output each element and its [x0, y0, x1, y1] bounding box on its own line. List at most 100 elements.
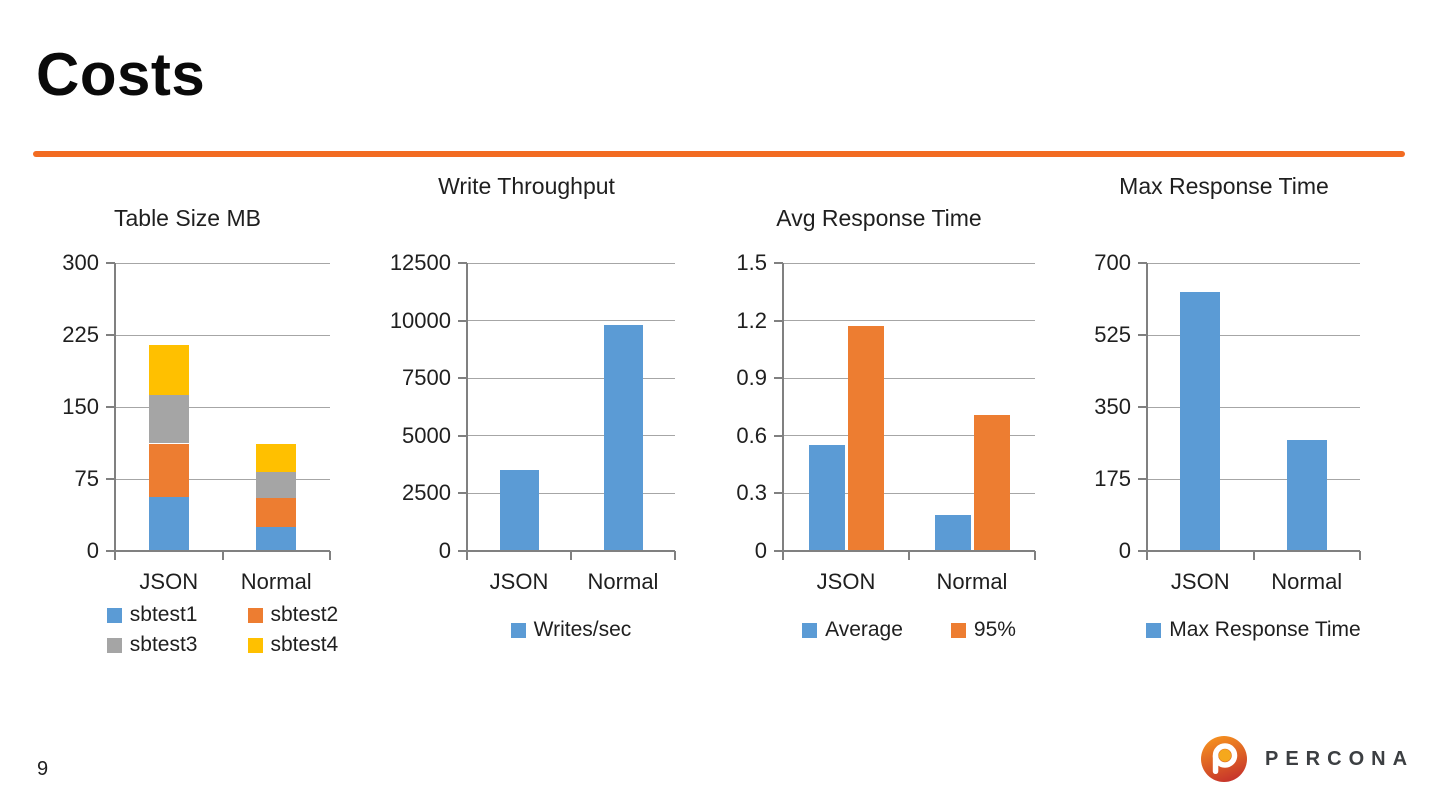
y-tick	[458, 434, 467, 437]
legend: Writes/sec	[467, 618, 675, 642]
gridline	[115, 262, 330, 264]
plot-area	[1138, 262, 1361, 560]
plot-area	[774, 262, 1036, 560]
y-tick	[458, 262, 467, 264]
legend-label: sbtest3	[129, 633, 198, 656]
x-axis-labels: JSON Normal	[467, 569, 675, 595]
y-tick-label: 0.9	[736, 365, 767, 391]
y-axis-line	[782, 263, 784, 552]
x-category-label: Normal	[1271, 569, 1343, 594]
x-tick	[1146, 551, 1148, 560]
chart-title: Table Size MB	[113, 205, 261, 231]
x-axis-labels: JSON Normal	[783, 569, 1035, 595]
legend-label: Max Response Time	[1169, 618, 1361, 641]
y-tick	[1138, 262, 1147, 264]
x-axis-line	[1146, 550, 1360, 552]
y-tick-label: 75	[74, 466, 99, 491]
gridline	[783, 492, 1035, 494]
legend-swatch	[247, 637, 263, 653]
y-tick-label: 0.3	[736, 480, 767, 506]
y-tick-label: 0	[754, 538, 767, 563]
bar-Max Response Time	[1286, 439, 1327, 551]
y-axis-line	[466, 263, 468, 552]
legend: Average 95%	[783, 618, 1035, 642]
legend-label: sbtest4	[270, 633, 339, 656]
x-tick	[674, 551, 676, 560]
y-tick-label: 700	[1094, 250, 1131, 275]
percona-logo-text: PERCONA	[1265, 747, 1415, 770]
bar-segment-sbtest4	[256, 444, 297, 473]
plot-area	[458, 262, 676, 560]
legend-item: Writes/sec	[510, 618, 631, 642]
bar-segment-sbtest4	[148, 344, 189, 395]
x-tick	[1359, 551, 1361, 560]
y-tick-label: 0.6	[736, 422, 767, 448]
bar-Writes/sec	[499, 470, 539, 551]
y-tick-label: 175	[1094, 466, 1131, 491]
gridline	[783, 377, 1035, 379]
bar-95%	[847, 326, 884, 551]
x-category-label: Normal	[587, 569, 659, 594]
x-axis-line	[114, 550, 330, 552]
y-tick	[774, 319, 783, 322]
percona-logo-icon	[1201, 736, 1247, 782]
y-tick-label: 300	[62, 250, 99, 275]
gridline	[467, 377, 675, 379]
y-tick	[1138, 334, 1147, 336]
y-tick-label: 0	[1118, 538, 1131, 563]
y-tick	[106, 478, 115, 480]
bar-segment-sbtest1	[256, 527, 297, 551]
gridline	[1147, 262, 1360, 264]
x-tick	[114, 551, 116, 560]
y-tick-label: 150	[62, 394, 99, 419]
percona-logo: PERCONA	[1201, 736, 1414, 782]
y-tick	[774, 550, 783, 552]
y-tick-label: 525	[1094, 322, 1131, 347]
y-tick-label: 10000	[389, 307, 451, 333]
gridline	[1147, 406, 1360, 408]
legend: Max Response Time	[1146, 618, 1361, 642]
gridline	[467, 262, 675, 264]
x-category-label: JSON	[1170, 569, 1230, 594]
y-tick	[106, 550, 115, 552]
legend-item: 95%	[950, 618, 1016, 642]
y-tick	[458, 377, 467, 380]
gridline	[1147, 478, 1360, 480]
legend-swatch	[950, 622, 966, 638]
x-category-label: JSON	[816, 569, 876, 594]
x-tick	[1034, 551, 1036, 560]
legend-swatch	[510, 622, 526, 638]
y-tick	[1138, 478, 1147, 480]
legend-label: sbtest2	[270, 603, 339, 626]
legend-item: sbtest3	[106, 633, 198, 657]
bar-segment-sbtest3	[148, 394, 189, 444]
legend-item: sbtest4	[247, 633, 339, 657]
chart-table-size: Table Size MB JSON Normal sbtest1 sbtest2 s…	[45, 165, 338, 685]
x-category-label: JSON	[139, 569, 199, 594]
bar-95%	[973, 414, 1010, 551]
chart-title: Avg Response Time	[776, 205, 982, 231]
gridline	[783, 320, 1035, 322]
y-tick	[1138, 406, 1147, 408]
x-tick	[1252, 551, 1255, 560]
gridline	[115, 334, 330, 336]
y-tick-label: 2500	[402, 480, 451, 506]
legend-item: Max Response Time	[1146, 618, 1361, 642]
legend-label: 95%	[973, 618, 1016, 641]
page-number: 9	[37, 758, 49, 780]
y-tick	[774, 434, 783, 437]
legend-item: Average	[802, 618, 903, 642]
x-axis-labels: JSON Normal	[115, 569, 330, 595]
chart-title: Write Throughput	[438, 173, 615, 199]
y-tick	[1138, 550, 1147, 552]
x-tick	[329, 551, 331, 560]
chart-avg-response-time: Avg Response Time JSON Normal Average 95% …	[723, 165, 1036, 685]
x-axis-line	[466, 550, 675, 552]
plot-area	[106, 262, 331, 560]
y-axis-line	[1146, 263, 1148, 552]
legend-item: sbtest1	[106, 603, 198, 627]
y-tick-label: 12500	[389, 250, 451, 275]
x-tick	[466, 551, 468, 560]
y-tick-label: 350	[1094, 394, 1131, 419]
